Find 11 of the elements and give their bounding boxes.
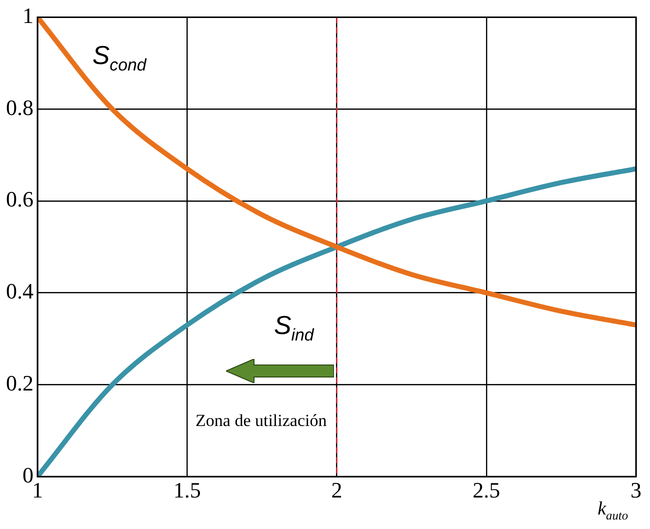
- x-tick-label: 2: [331, 478, 342, 503]
- y-tick-label: 1: [22, 2, 34, 28]
- y-tick-label: 0: [22, 462, 34, 488]
- y-tick-label: 0.4: [6, 278, 34, 304]
- y-tick-label: 0.8: [6, 94, 34, 120]
- x-tick-label: 2.5: [472, 478, 500, 503]
- x-tick-label: 3: [630, 478, 642, 503]
- y-tick-label: 0.2: [6, 370, 34, 396]
- x-tick-label: 1.5: [173, 478, 201, 503]
- annotation: Zona de utilización: [196, 410, 328, 430]
- y-tick-label: 0.6: [6, 186, 34, 212]
